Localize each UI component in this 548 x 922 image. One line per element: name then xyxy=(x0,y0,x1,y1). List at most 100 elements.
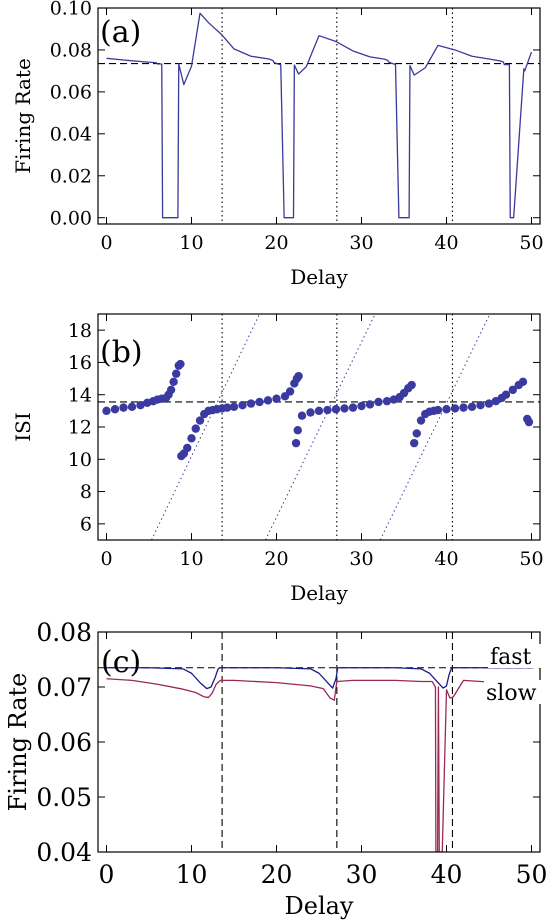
data-point xyxy=(255,397,264,407)
data-point xyxy=(459,403,468,412)
data-point xyxy=(136,401,145,410)
y-axis-label: Firing Rate xyxy=(11,58,35,174)
data-point xyxy=(357,401,366,411)
x-tick-label: 30 xyxy=(349,232,373,254)
data-point xyxy=(306,408,315,417)
data-point xyxy=(272,394,281,403)
x-tick-label: 40 xyxy=(434,232,458,254)
panel-label: (c) xyxy=(101,645,141,680)
diagonal-line xyxy=(151,314,260,540)
x-tick-label: 30 xyxy=(346,860,378,889)
data-point xyxy=(191,424,200,433)
x-tick-label: 0 xyxy=(100,548,112,570)
data-point xyxy=(293,426,302,435)
y-tick-label: 0.06 xyxy=(50,82,92,104)
data-point xyxy=(331,405,341,414)
y-tick-label: 18 xyxy=(68,320,92,342)
y-tick-label: 14 xyxy=(68,384,92,406)
x-axis-label: Delay xyxy=(285,892,354,920)
plot-frame xyxy=(97,313,541,541)
x-tick-label: 30 xyxy=(349,548,373,570)
y-axis-label: ISI xyxy=(11,412,35,442)
data-point xyxy=(476,401,485,410)
y-tick-label: 10 xyxy=(68,449,92,471)
panel-b: 0 10 20 30 40 50 6 8 10 12 14 16 18 Delay ISI (b) xyxy=(11,313,544,605)
plot-frame xyxy=(97,631,541,853)
data-point xyxy=(374,397,383,407)
x-tick-label: 20 xyxy=(264,232,288,254)
y-tick-label: 8 xyxy=(80,481,92,503)
data-point xyxy=(176,359,185,369)
panel-a: 0 10 20 30 40 50 0.00 0.02 0.04 0.06 0.08 0.10 Delay… xyxy=(11,0,544,289)
x-tick-label: 40 xyxy=(434,548,458,570)
x-axis-label: Delay xyxy=(290,581,348,605)
x-tick-label: 0 xyxy=(99,860,115,889)
data-point xyxy=(410,438,419,448)
data-point xyxy=(195,416,205,425)
y-tick-label: 0.08 xyxy=(50,40,92,62)
series-label-bg xyxy=(488,644,546,668)
data-point xyxy=(501,390,511,399)
data-point xyxy=(412,429,421,438)
plot-frame xyxy=(97,7,541,225)
data-point xyxy=(442,405,451,414)
y-tick-label: 0.10 xyxy=(50,0,92,20)
x-axis-label: Delay xyxy=(290,265,348,289)
data-point xyxy=(166,385,176,395)
data-point xyxy=(407,380,416,390)
x-tick-label: 20 xyxy=(264,548,288,570)
y-axis-label: Firing Rate xyxy=(4,673,32,812)
x-tick-label: 50 xyxy=(519,232,543,254)
data-point xyxy=(433,405,443,415)
data-point xyxy=(348,403,358,412)
data-point xyxy=(172,369,181,378)
plot-area xyxy=(98,314,540,540)
data-point xyxy=(484,399,494,408)
data-point xyxy=(238,401,247,410)
data-point xyxy=(294,371,303,381)
diagonal-line xyxy=(379,314,491,540)
y-tick-label: 0.02 xyxy=(50,165,92,187)
y-tick-label: 12 xyxy=(68,417,92,439)
y-tick-label: 0.00 xyxy=(50,207,92,229)
y-tick-label: 6 xyxy=(80,514,92,536)
data-point xyxy=(323,405,332,415)
data-point xyxy=(183,443,192,453)
x-tick-label: 10 xyxy=(176,860,208,889)
x-tick-label: 40 xyxy=(431,860,463,889)
series-label-slow: slow xyxy=(486,681,537,706)
data-point xyxy=(223,403,232,412)
data-point xyxy=(508,385,517,395)
data-point xyxy=(127,402,137,412)
data-point xyxy=(263,396,273,405)
series-line-slow xyxy=(106,678,532,852)
x-tick-label: 0 xyxy=(100,232,112,254)
data-point xyxy=(297,411,307,420)
x-tick-label: 10 xyxy=(179,548,203,570)
data-point xyxy=(450,404,460,413)
data-point xyxy=(467,402,477,412)
data-point xyxy=(340,404,349,413)
data-point xyxy=(365,400,375,409)
panel-c: 0 10 20 30 40 50 0.04 0.05 0.06 0.07 0.08 Delay Firi… xyxy=(4,618,547,920)
data-point xyxy=(291,438,301,448)
x-tick-label: 10 xyxy=(179,232,203,254)
data-point xyxy=(102,406,111,416)
data-point xyxy=(187,434,196,443)
plot-area xyxy=(98,632,540,852)
y-tick-label: 0.07 xyxy=(36,673,92,702)
series-line-fast xyxy=(106,667,532,690)
x-tick-label: 50 xyxy=(516,860,548,889)
panel-label: (a) xyxy=(100,15,141,50)
plot-area xyxy=(98,8,540,224)
panel-label: (b) xyxy=(100,335,143,370)
y-tick-label: 0.06 xyxy=(36,728,92,757)
series-label-fast: fast xyxy=(490,645,532,670)
y-tick-label: 0.08 xyxy=(36,618,92,647)
y-tick-label: 0.04 xyxy=(36,838,92,867)
series-line-0 xyxy=(106,12,533,219)
x-tick-label: 20 xyxy=(261,860,293,889)
data-point xyxy=(110,405,120,414)
data-point xyxy=(416,416,426,425)
